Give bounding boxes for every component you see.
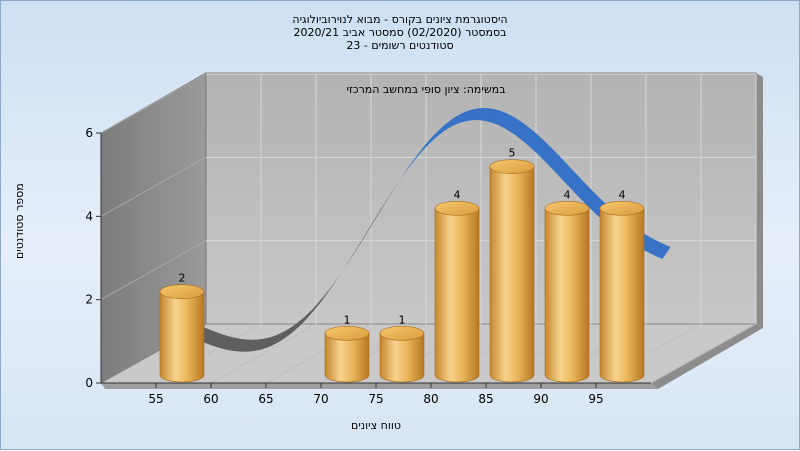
data-label-90: 4: [564, 188, 571, 201]
bar-95: [599, 208, 645, 383]
title-line-3: סטודנטים רשומים - 23: [346, 39, 454, 52]
floor-front-edge: [101, 383, 658, 389]
y-tick-label: 6: [85, 126, 93, 140]
x-tick-label: 65: [258, 392, 273, 406]
bar-top-55: [159, 284, 205, 299]
grid-line-floor: [210, 323, 317, 384]
bar-85: [489, 166, 535, 383]
title-line-2: בסמסטר (02/2020) סמסטר אביב 2020/21: [293, 26, 507, 39]
y-tick-label: 4: [85, 209, 93, 223]
x-tick-label: 95: [588, 392, 603, 406]
bar-top-85: [489, 159, 535, 174]
y-axis-label: מספר סטודנטים: [13, 183, 26, 259]
x-tick-label: 85: [478, 392, 493, 406]
y-tick-label: 2: [85, 293, 93, 307]
chart-title: היסטוגרמת ציונים בקורס - מבוא לנוירוביול…: [1, 13, 799, 52]
bar-top-75: [379, 326, 425, 341]
data-label-55: 2: [179, 272, 186, 285]
x-tick-label: 60: [203, 392, 218, 406]
data-label-95: 4: [619, 188, 626, 201]
data-label-85: 5: [509, 147, 516, 160]
back-wall-edge: [756, 73, 763, 328]
chart-subtitle: במשימה: ציון סופי במחשב המרכזי: [346, 83, 505, 96]
x-tick-label: 90: [533, 392, 548, 406]
floor-edge: [651, 324, 763, 389]
grid-line-left: [100, 73, 207, 134]
bar-top-95: [599, 201, 645, 216]
data-label-75: 1: [399, 313, 406, 326]
bar-top-80: [434, 201, 480, 216]
bar-90: [544, 208, 590, 383]
x-tick-label: 55: [148, 392, 163, 406]
data-label-80: 4: [454, 188, 461, 201]
x-tick-label: 80: [423, 392, 438, 406]
grid-line-left: [100, 240, 207, 301]
data-label-70: 1: [344, 313, 351, 326]
x-tick-label: 70: [313, 392, 328, 406]
x-axis-label: טווח ציונים: [351, 419, 401, 432]
bar-75: [379, 333, 425, 383]
bar-top-70: [324, 326, 370, 341]
bar-55: [159, 291, 205, 383]
grid-line-floor: [650, 323, 757, 384]
grid-line-left: [100, 156, 207, 217]
x-tick-label: 75: [368, 392, 383, 406]
bar-top-90: [544, 201, 590, 216]
bar-70: [324, 333, 370, 383]
bar-80: [434, 208, 480, 383]
title-line-1: היסטוגרמת ציונים בקורס - מבוא לנוירוביול…: [292, 13, 508, 26]
y-tick-label: 0: [85, 376, 93, 390]
